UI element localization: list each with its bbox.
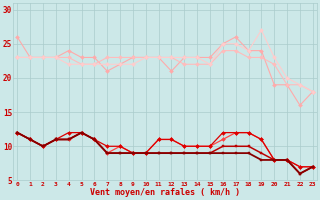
X-axis label: Vent moyen/en rafales ( km/h ): Vent moyen/en rafales ( km/h ) xyxy=(90,188,240,197)
